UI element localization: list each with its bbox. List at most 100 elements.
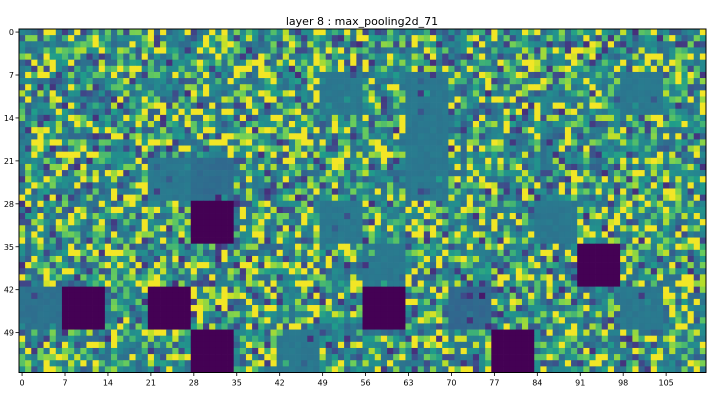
heatmap-cell <box>331 41 339 48</box>
heatmap-cell <box>387 206 394 214</box>
heatmap-cell <box>485 280 492 287</box>
heatmap-cell <box>319 262 327 269</box>
heatmap-cell <box>141 255 149 263</box>
heatmap-cell <box>423 225 431 232</box>
heatmap-cell <box>301 139 308 146</box>
heatmap-cell <box>104 274 112 281</box>
heatmap-cell <box>319 200 327 208</box>
heatmap-cell <box>368 96 376 103</box>
heatmap-cell <box>86 127 93 134</box>
heatmap-cell <box>540 133 547 140</box>
heatmap-cell <box>699 133 707 140</box>
heatmap-cell <box>564 182 572 189</box>
heatmap-cell <box>460 114 468 122</box>
heatmap-cell <box>319 213 327 220</box>
heatmap-cell <box>393 157 400 165</box>
heatmap-cell <box>681 53 688 61</box>
heatmap-cell <box>282 188 290 195</box>
heatmap-cell <box>540 127 547 134</box>
heatmap-cell <box>454 225 461 232</box>
heatmap-cell <box>521 53 529 61</box>
heatmap-cell <box>301 71 308 79</box>
heatmap-cell <box>583 157 590 165</box>
heatmap-cell <box>460 65 468 73</box>
heatmap-cell <box>429 157 437 165</box>
heatmap-cell <box>129 292 136 300</box>
heatmap-cell <box>25 41 32 48</box>
heatmap-cell <box>656 53 664 61</box>
heatmap-cell <box>172 213 179 220</box>
heatmap-cell <box>681 114 688 122</box>
heatmap-cell <box>626 78 633 85</box>
heatmap-cell <box>264 213 271 220</box>
heatmap-cell <box>153 133 161 140</box>
heatmap-cell <box>460 286 468 294</box>
heatmap-cell <box>25 65 32 73</box>
heatmap-cell <box>613 84 621 91</box>
heatmap-cell <box>331 274 339 281</box>
heatmap-cell <box>111 133 118 140</box>
heatmap-cell <box>663 41 670 48</box>
heatmap-cell <box>442 206 449 214</box>
heatmap-cell <box>374 127 382 134</box>
heatmap-cell <box>387 102 394 110</box>
heatmap-cell <box>479 268 486 275</box>
heatmap-cell <box>264 41 271 48</box>
heatmap-cell <box>521 65 529 73</box>
heatmap-cell <box>472 35 480 42</box>
heatmap-cell <box>460 170 468 177</box>
heatmap-cell <box>270 298 277 306</box>
heatmap-cell <box>356 219 363 226</box>
heatmap-cell <box>160 170 167 177</box>
heatmap-cell <box>141 29 149 36</box>
heatmap-cell <box>160 53 167 61</box>
heatmap-cell <box>61 65 69 73</box>
heatmap-cell <box>601 96 609 103</box>
heatmap-cell <box>203 59 210 67</box>
heatmap-cell <box>374 41 382 48</box>
heatmap-cell <box>540 47 547 54</box>
heatmap-cell <box>25 170 32 177</box>
heatmap-cell <box>601 29 609 36</box>
heatmap-cell <box>521 121 529 128</box>
heatmap-cell <box>546 78 553 85</box>
heatmap-cell <box>288 121 296 128</box>
heatmap-cell <box>448 188 455 195</box>
heatmap-cell <box>313 35 320 42</box>
heatmap-cell <box>245 29 253 36</box>
heatmap-cell <box>503 200 511 208</box>
heatmap-cell <box>25 47 32 54</box>
heatmap-cell <box>350 249 357 257</box>
heatmap-cell <box>399 262 406 269</box>
heatmap-cell <box>331 286 339 294</box>
heatmap-cell <box>669 268 676 275</box>
heatmap-cell <box>295 206 302 214</box>
heatmap-cell <box>528 121 535 128</box>
heatmap-cell <box>626 249 633 257</box>
heatmap-cell <box>276 114 284 122</box>
heatmap-cell <box>423 188 431 195</box>
heatmap-cell <box>405 145 412 153</box>
heatmap-cell <box>153 194 161 202</box>
heatmap-cell <box>190 29 198 36</box>
heatmap-cell <box>589 59 596 67</box>
heatmap-cell <box>534 231 541 238</box>
heatmap-cell <box>166 41 173 48</box>
heatmap-cell <box>436 188 443 195</box>
heatmap-cell <box>669 29 676 36</box>
heatmap-cell <box>368 231 376 238</box>
heatmap-cell <box>221 84 228 91</box>
heatmap-cell <box>656 139 664 146</box>
heatmap-cell <box>301 274 308 281</box>
heatmap-cell <box>141 84 149 91</box>
heatmap-cell <box>429 90 437 97</box>
heatmap-cell <box>307 127 314 134</box>
heatmap-cell <box>307 108 314 116</box>
heatmap-cell <box>503 176 511 183</box>
heatmap-cell <box>497 280 504 287</box>
heatmap-cell <box>558 133 566 140</box>
heatmap-cell <box>141 139 149 146</box>
heatmap-cell <box>589 78 596 85</box>
heatmap-cell <box>607 139 615 146</box>
heatmap-cell <box>632 176 639 183</box>
